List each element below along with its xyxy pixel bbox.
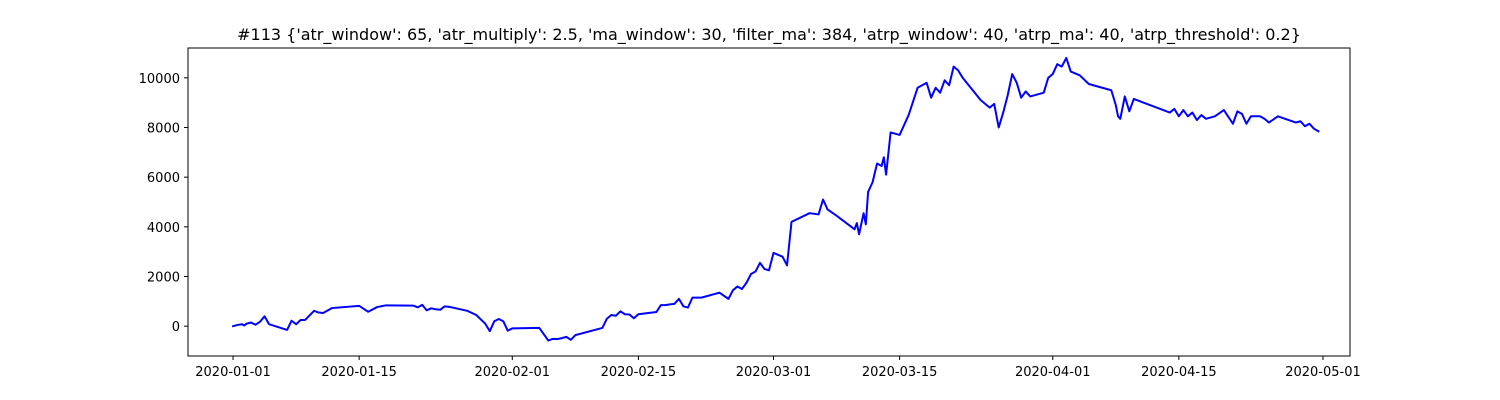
x-tick-label: 2020-05-01 bbox=[1285, 365, 1361, 380]
x-tick-label: 2020-03-01 bbox=[736, 365, 812, 380]
axes-frame bbox=[187, 47, 1351, 357]
y-tick-label: 2000 bbox=[147, 271, 180, 286]
x-tick-label: 2020-01-15 bbox=[321, 365, 397, 380]
y-tick-label: 0 bbox=[172, 320, 180, 335]
y-tick-label: 4000 bbox=[147, 221, 180, 236]
chart-title: #113 {'atr_window': 65, 'atr_multiply': … bbox=[237, 25, 1301, 45]
x-tick-label: 2020-04-01 bbox=[1015, 365, 1091, 380]
y-tick-label: 6000 bbox=[147, 171, 180, 186]
x-tick-label: 2020-02-15 bbox=[601, 365, 677, 380]
x-tick-label: 2020-04-15 bbox=[1141, 365, 1217, 380]
x-tick-label: 2020-01-01 bbox=[195, 365, 271, 380]
y-tick-label: 8000 bbox=[147, 121, 180, 136]
plot-area bbox=[231, 56, 1320, 342]
series-line-1 bbox=[231, 56, 1320, 342]
x-tick-label: 2020-03-15 bbox=[862, 365, 938, 380]
y-tick-label: 10000 bbox=[139, 72, 180, 87]
x-tick-label: 2020-02-01 bbox=[474, 365, 550, 380]
axes: 2020-01-01 2020-01-15 2020-02-01 2020-02-15… bbox=[139, 47, 1361, 380]
